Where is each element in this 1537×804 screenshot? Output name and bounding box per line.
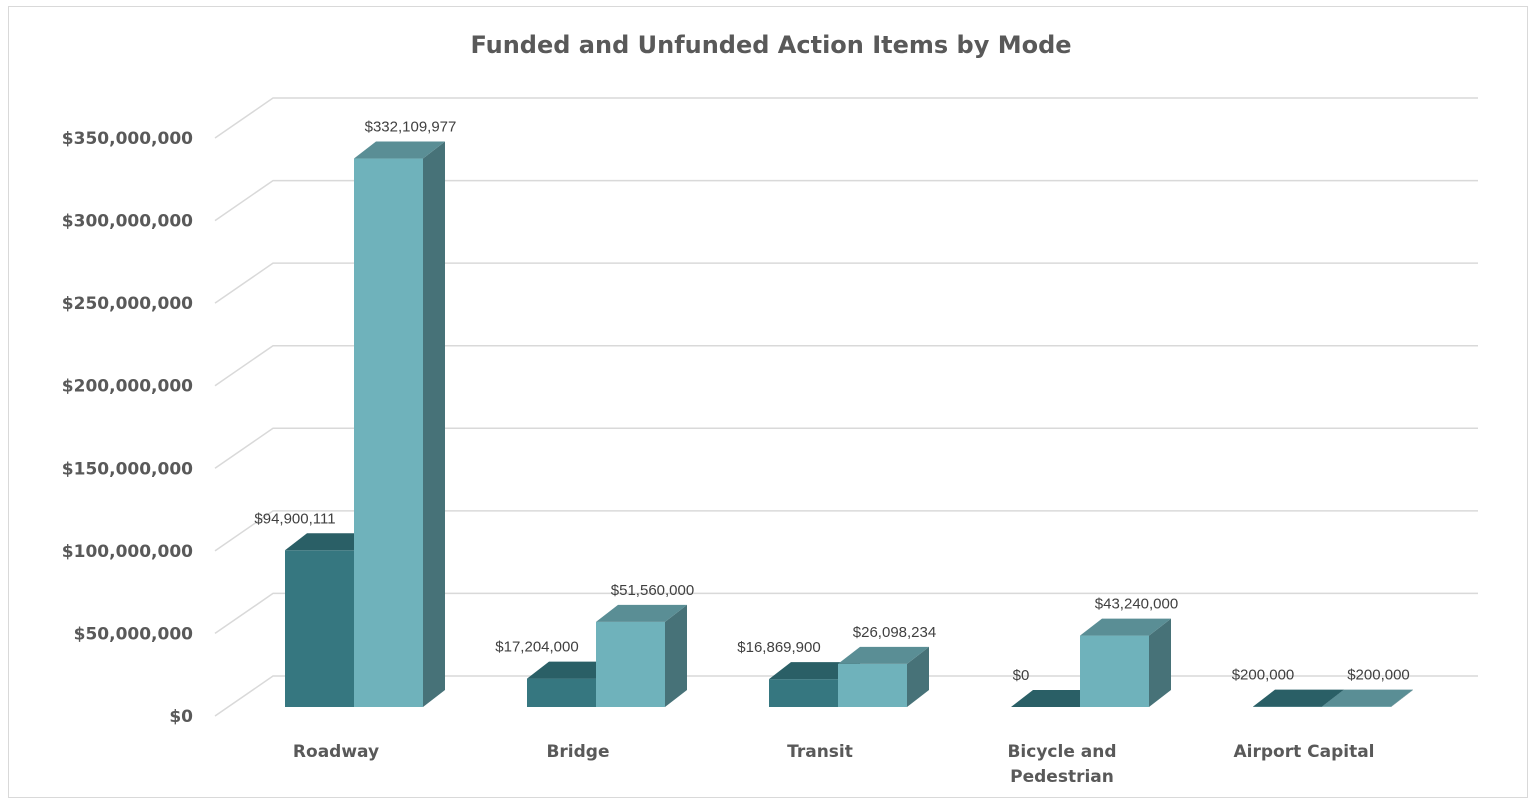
bar-side bbox=[907, 646, 929, 707]
bar-front bbox=[285, 550, 354, 707]
bar-front bbox=[596, 621, 665, 707]
y-tick-label: $0 bbox=[169, 707, 193, 727]
bar-top bbox=[596, 604, 687, 622]
bar-top bbox=[769, 662, 860, 680]
y-tick-label: $300,000,000 bbox=[62, 212, 193, 232]
gridline bbox=[214, 97, 1478, 139]
bar bbox=[596, 604, 687, 707]
bar-top bbox=[1011, 690, 1102, 707]
x-tick-label: Airport Capital bbox=[1233, 742, 1374, 762]
bar bbox=[1080, 618, 1171, 707]
bar-top bbox=[1322, 689, 1413, 707]
bar-front bbox=[527, 678, 596, 707]
x-tick-label: Bridge bbox=[546, 742, 609, 762]
bar bbox=[838, 646, 929, 707]
gridline bbox=[214, 344, 1478, 387]
x-tick-label: Transit bbox=[787, 742, 853, 762]
gridline bbox=[214, 675, 1478, 717]
data-label: $0 bbox=[1013, 667, 1030, 684]
chart-title: Funded and Unfunded Action Items by Mode bbox=[470, 31, 1071, 59]
bar-side bbox=[1391, 689, 1413, 707]
bar-top bbox=[354, 141, 445, 159]
gridline bbox=[214, 427, 1478, 469]
bar-front bbox=[838, 663, 907, 707]
data-label: $17,204,000 bbox=[495, 639, 578, 656]
bar bbox=[354, 141, 445, 708]
data-label: $200,000 bbox=[1232, 667, 1295, 684]
chart-frame bbox=[8, 6, 1528, 798]
bar-top bbox=[527, 661, 618, 679]
gridline bbox=[214, 179, 1478, 222]
y-tick-label: $250,000,000 bbox=[62, 294, 193, 314]
x-tick-label: Bicycle and Pedestrian bbox=[1007, 742, 1116, 787]
data-label: $51,560,000 bbox=[611, 582, 694, 599]
x-axis: Roadway Bridge Transit Bicycle and Pedestria… bbox=[293, 742, 1375, 787]
bar-top bbox=[1080, 618, 1171, 636]
y-tick-label: $100,000,000 bbox=[62, 542, 193, 562]
bar-side bbox=[1149, 618, 1171, 707]
bar bbox=[1011, 690, 1102, 707]
y-tick-label: $150,000,000 bbox=[62, 459, 193, 479]
data-label: $26,098,234 bbox=[853, 624, 936, 641]
data-label: $332,109,977 bbox=[365, 119, 457, 136]
data-label: $43,240,000 bbox=[1095, 596, 1178, 613]
bar-front bbox=[769, 679, 838, 707]
y-tick-label: $200,000,000 bbox=[62, 377, 193, 397]
data-labels: $94,900,111 $332,109,977 $17,204,000 $51,56… bbox=[254, 119, 1409, 684]
bar-side bbox=[423, 141, 445, 708]
y-tick-label: $50,000,000 bbox=[74, 624, 194, 644]
data-label: $16,869,900 bbox=[737, 639, 820, 656]
bars bbox=[285, 141, 1413, 708]
gridline bbox=[214, 510, 1478, 552]
x-tick-label: Roadway bbox=[293, 742, 379, 762]
bar-front bbox=[1080, 635, 1149, 707]
gridlines bbox=[214, 97, 1478, 717]
data-label: $200,000 bbox=[1347, 667, 1410, 684]
bar-top bbox=[838, 646, 929, 664]
gridline bbox=[214, 262, 1478, 304]
bar-front bbox=[354, 158, 423, 708]
bar-top bbox=[1253, 689, 1344, 707]
data-label: $94,900,111 bbox=[254, 510, 335, 527]
gridline bbox=[214, 592, 1478, 635]
y-tick-label: $350,000,000 bbox=[62, 129, 193, 149]
bar-side bbox=[665, 604, 687, 707]
y-axis: $0 $50,000,000 $100,000,000 $150,000,000 $20… bbox=[62, 129, 193, 727]
bar-top bbox=[285, 533, 376, 551]
bar bbox=[1322, 689, 1413, 707]
